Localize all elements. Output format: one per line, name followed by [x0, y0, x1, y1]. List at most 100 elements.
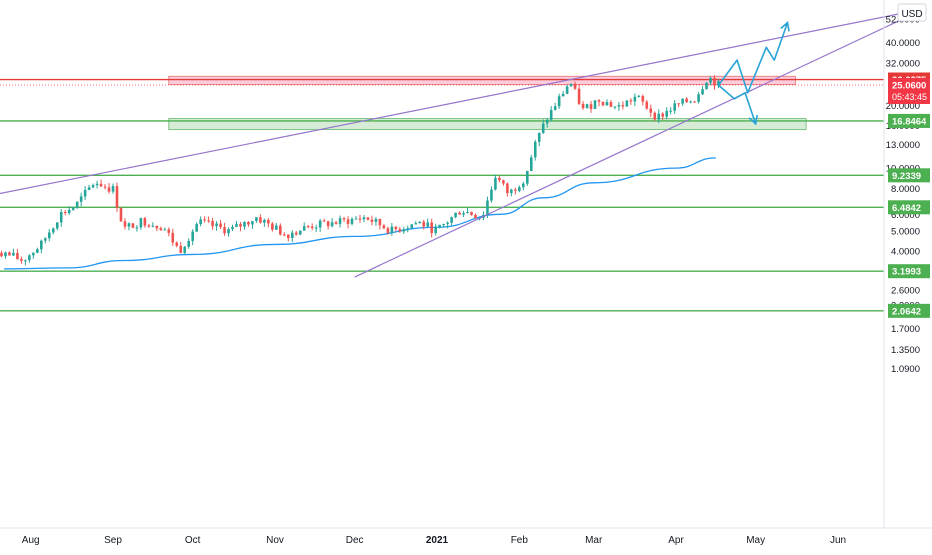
candle-body	[171, 232, 175, 243]
price-tick-label: 2.6000	[891, 285, 920, 296]
candle-body	[151, 225, 155, 227]
candle-body	[231, 226, 234, 230]
candle-body	[354, 218, 358, 220]
candle-body	[649, 108, 653, 113]
level-price-label-box	[888, 264, 930, 279]
candle-body	[79, 196, 83, 202]
candle-body	[358, 218, 362, 220]
candle-body	[430, 222, 433, 233]
candle-body	[167, 229, 171, 233]
candle-body	[398, 229, 402, 232]
level-price-label: 3.1993	[892, 267, 921, 278]
price-axis[interactable]: 52.000040.000032.000020.000016.000013.00…	[886, 14, 930, 375]
candle-body	[103, 186, 107, 188]
candle-body	[438, 224, 441, 228]
candle-body	[318, 220, 322, 228]
candle-body	[621, 105, 625, 107]
candle-body	[386, 228, 390, 233]
candle-body	[283, 234, 286, 236]
time-axis[interactable]: Aug Sep Oct Nov Dec 2021 Feb Mar Apr May Jun	[22, 535, 846, 546]
candle-body	[525, 170, 529, 184]
candle-body	[506, 183, 509, 194]
candle-body	[633, 96, 637, 102]
candle-body	[16, 253, 19, 259]
candle-body	[589, 104, 593, 109]
candle-body	[502, 180, 505, 184]
candle-body	[227, 229, 230, 234]
lower-channel-line	[354, 20, 900, 278]
candle-body	[529, 157, 533, 171]
price-tick-label: 1.3500	[891, 345, 920, 356]
arrowhead-icon	[748, 114, 758, 126]
candle-body	[51, 228, 55, 233]
candle-body	[565, 86, 569, 94]
candle-body	[374, 218, 378, 222]
time-tick-label: Aug	[22, 535, 40, 546]
candle-body	[362, 217, 366, 220]
candle-body	[705, 82, 708, 90]
candle-body	[40, 240, 43, 250]
candle-body	[95, 183, 99, 186]
candle-body	[605, 102, 609, 106]
candle-body	[677, 103, 680, 105]
candle-body	[163, 229, 167, 231]
time-tick-label: Feb	[511, 535, 529, 546]
upper-channel-line	[0, 13, 900, 195]
candle-body	[251, 221, 254, 225]
candle-body	[422, 221, 426, 227]
candle-body	[183, 246, 187, 253]
candle-body	[263, 219, 266, 223]
candle-body	[43, 238, 47, 241]
candle-body	[310, 226, 314, 229]
price-tick-label: 32.0000	[886, 58, 920, 69]
time-tick-label: Jun	[830, 535, 846, 546]
candle-body	[83, 189, 87, 197]
candle-body	[247, 222, 250, 225]
candle-body	[135, 227, 139, 229]
candle-body	[71, 207, 75, 210]
price-tick-label: 4.0000	[891, 247, 920, 258]
candle-body	[490, 189, 493, 201]
last-price-box	[888, 78, 930, 105]
candle-body	[63, 211, 67, 214]
candle-body	[561, 93, 565, 97]
time-tick-label: 2021	[426, 535, 449, 546]
candle-body	[709, 77, 712, 83]
candle-body	[410, 224, 414, 229]
currency-badge[interactable]: USD	[897, 3, 927, 22]
candle-body	[111, 186, 115, 192]
candle-body	[215, 223, 218, 227]
candle-body	[446, 222, 449, 224]
candle-body	[557, 96, 561, 107]
candle-body	[119, 207, 123, 222]
candle-body	[0, 252, 3, 257]
level-price-label-box	[888, 113, 930, 128]
price-tick-label: 1.0900	[891, 364, 920, 375]
candle-body	[370, 219, 374, 222]
candle-body	[24, 260, 27, 262]
candle-body	[32, 252, 35, 256]
candle-body	[147, 225, 151, 227]
zone-layer	[168, 75, 807, 131]
candle-body	[701, 89, 704, 95]
candle-body	[426, 222, 430, 227]
price-tick-label: 40.0000	[886, 38, 920, 49]
candle-body	[326, 221, 330, 227]
candle-body	[131, 223, 135, 228]
candle-body	[123, 221, 127, 227]
candle-body	[629, 100, 633, 102]
price-tick-label: 1.7000	[891, 324, 920, 335]
candle-body	[330, 222, 334, 227]
candle-body	[585, 104, 589, 109]
candle-body	[685, 98, 688, 103]
candle-body	[203, 219, 206, 221]
candle-body	[179, 245, 183, 253]
candle-body	[537, 132, 541, 142]
candle-body	[271, 223, 274, 230]
candle-body	[645, 101, 649, 109]
candle-body	[613, 106, 617, 108]
candle-body	[195, 223, 198, 232]
bearish-path-arrow	[717, 84, 757, 125]
